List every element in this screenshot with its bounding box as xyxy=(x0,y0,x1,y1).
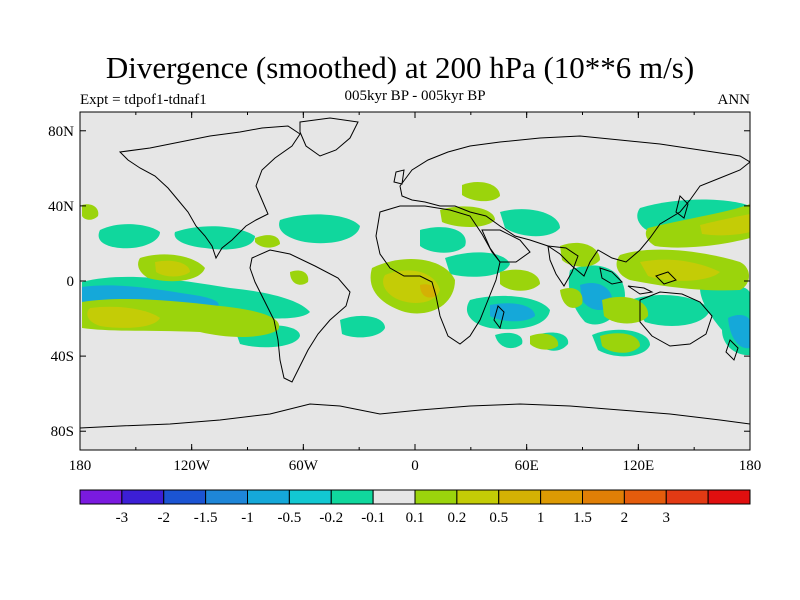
coastline-north-america xyxy=(118,125,301,260)
colorbar-swatch xyxy=(623,489,667,505)
divergence-patch xyxy=(279,214,360,244)
colorbar-label: -1 xyxy=(241,510,254,526)
lon-tick-label: 120W xyxy=(173,458,211,474)
colorbar-swatch xyxy=(707,489,751,505)
divergence-patch xyxy=(290,270,309,285)
colorbar-label: -0.2 xyxy=(319,510,343,526)
divergence-patch xyxy=(87,306,160,328)
lon-tick-label: 0 xyxy=(411,458,419,474)
coastline-south-america xyxy=(249,249,351,383)
lon-tick-label: 180 xyxy=(69,458,92,474)
coastline-eurasia xyxy=(399,135,750,277)
divergence-patch xyxy=(530,333,559,350)
map-axes: 180 120W 60W 0 60E 120E 180 80N 40N 0 40S 80S xyxy=(48,112,761,474)
coastline-antarctica xyxy=(80,403,750,429)
colorbar-swatch xyxy=(372,489,416,505)
divergence-patch xyxy=(728,315,750,349)
colorbar-label: 2 xyxy=(621,510,629,526)
colorbar-label: -0.1 xyxy=(361,510,385,526)
colorbar: -3 -2 -1.5 -1 -0.5 -0.2 -0.1 0.1 0.2 0.5 1 1.5 2 3 xyxy=(79,489,751,526)
divergence-patch xyxy=(174,226,255,250)
coastline-uk xyxy=(393,169,405,185)
colorbar-swatch xyxy=(205,489,248,505)
divergence-patch xyxy=(645,204,750,248)
colorbar-swatch xyxy=(79,489,123,505)
lat-tick-label: 80S xyxy=(51,424,74,440)
divergence-patch xyxy=(462,182,500,202)
colorbar-label: 0.5 xyxy=(489,510,508,526)
divergence-patch xyxy=(155,260,190,277)
colorbar-swatch xyxy=(582,489,625,505)
lon-tick-label: 60W xyxy=(289,458,319,474)
coastline-greenland xyxy=(299,117,359,157)
divergence-patch xyxy=(560,242,600,267)
divergence-patch xyxy=(340,315,385,338)
season-label: ANN xyxy=(717,92,751,108)
divergence-patch xyxy=(700,214,750,236)
lon-tick-label: 180 xyxy=(739,458,762,474)
divergence-patch xyxy=(500,269,540,291)
divergence-patch xyxy=(420,227,466,253)
divergence-patch xyxy=(98,224,160,249)
coastline-indonesia xyxy=(599,267,677,295)
colorbar-swatch xyxy=(288,489,332,505)
colorbar-swatch xyxy=(414,489,458,505)
experiment-label: Expt = tdpof1-tdnaf1 xyxy=(80,92,207,108)
coastline-australia xyxy=(639,291,713,347)
coastline-arabia xyxy=(481,229,531,263)
colorbar-label: 3 xyxy=(663,510,671,526)
colorbar-swatch xyxy=(247,489,290,505)
colorbar-swatch xyxy=(330,489,374,505)
lat-tick-label: 80N xyxy=(48,124,74,140)
divergence-patch xyxy=(602,296,649,324)
colorbar-label: 0.2 xyxy=(448,510,467,526)
divergence-patch xyxy=(82,204,99,220)
divergence-patch xyxy=(500,209,560,237)
coastline-japan xyxy=(675,195,689,219)
divergence-patch xyxy=(445,252,510,277)
lon-tick-label: 120E xyxy=(622,458,654,474)
coastlines xyxy=(80,117,750,429)
chart-title: Divergence (smoothed) at 200 hPa (10**6 … xyxy=(105,50,695,85)
divergence-patch xyxy=(640,259,720,281)
colorbar-swatch xyxy=(163,489,207,505)
divergence-patch xyxy=(490,303,535,322)
divergence-patch xyxy=(560,287,583,308)
divergence-patch xyxy=(420,284,437,298)
divergence-field xyxy=(82,182,750,357)
lat-tick-label: 40S xyxy=(51,349,74,365)
lat-tick-label: 40N xyxy=(48,199,74,215)
colorbar-label: -1.5 xyxy=(194,510,218,526)
colorbar-label: 1 xyxy=(537,510,545,526)
colorbar-swatch xyxy=(665,489,709,505)
colorbar-label: -3 xyxy=(116,510,129,526)
colorbar-label: -0.5 xyxy=(278,510,302,526)
divergence-patch xyxy=(600,333,640,353)
period-label: 005kyr BP - 005kyr BP xyxy=(344,88,486,104)
lon-tick-label: 60E xyxy=(515,458,539,474)
colorbar-label: 0.1 xyxy=(406,510,425,526)
coastline-africa xyxy=(375,205,501,345)
coastline-india xyxy=(547,245,579,287)
colorbar-label: 1.5 xyxy=(573,510,592,526)
coastline-madagascar xyxy=(493,305,505,330)
lat-tick-label: 0 xyxy=(67,274,75,290)
divergence-patch xyxy=(255,235,280,248)
divergence-patch xyxy=(495,332,523,349)
colorbar-swatch xyxy=(540,489,583,505)
colorbar-swatch xyxy=(456,489,500,505)
coastline-new-zealand xyxy=(725,339,739,361)
colorbar-swatch xyxy=(498,489,542,505)
divergence-patch xyxy=(630,295,710,326)
colorbar-label: -2 xyxy=(158,510,171,526)
colorbar-swatch xyxy=(121,489,165,505)
